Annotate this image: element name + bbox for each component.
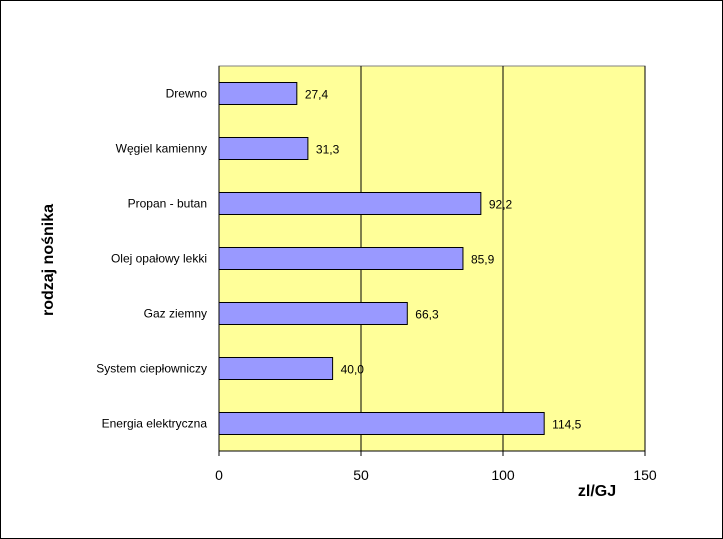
y-axis-title: rodzaj nośnika <box>40 204 57 316</box>
bar-0 <box>218 82 298 105</box>
value-labels: 27,4 31,3 92,2 85,9 66,3 40,0 114,5 <box>305 88 582 432</box>
x-tick-label-3: 150 <box>633 467 657 483</box>
bar-4 <box>218 302 408 325</box>
category-label-6: Energia elektryczna <box>102 417 208 431</box>
value-label-5: 40,0 <box>341 363 365 377</box>
value-label-6: 114,5 <box>552 418 581 432</box>
x-tick-label-1: 50 <box>353 467 369 483</box>
x-axis-ticks: 0 50 100 150 <box>215 451 657 483</box>
category-label-4: Gaz ziemny <box>144 307 207 321</box>
bars <box>218 82 545 435</box>
category-label-2: Propan - butan <box>128 197 207 211</box>
value-label-1: 31,3 <box>316 143 340 157</box>
gridlines <box>218 66 646 452</box>
value-label-4: 66,3 <box>415 308 439 322</box>
bar-2 <box>218 192 482 215</box>
x-axis-title: zl/GJ <box>578 483 616 500</box>
x-tick-label-2: 100 <box>491 467 515 483</box>
bar-5 <box>218 357 334 380</box>
value-label-2: 92,2 <box>489 198 513 212</box>
bar-1 <box>218 137 309 160</box>
bar-3 <box>218 247 464 270</box>
value-label-3: 85,9 <box>471 253 495 267</box>
value-label-0: 27,4 <box>305 88 329 102</box>
bar-6 <box>218 412 545 435</box>
category-label-3: Olej opałowy lekki <box>111 252 207 266</box>
category-label-5: System ciepłowniczy <box>96 362 207 376</box>
category-label-1: Węgiel kamienny <box>116 142 207 156</box>
category-labels: Drewno Węgiel kamienny Propan - butan Olej … <box>96 87 207 431</box>
x-tick-label-0: 0 <box>215 467 223 483</box>
category-label-0: Drewno <box>166 87 208 101</box>
